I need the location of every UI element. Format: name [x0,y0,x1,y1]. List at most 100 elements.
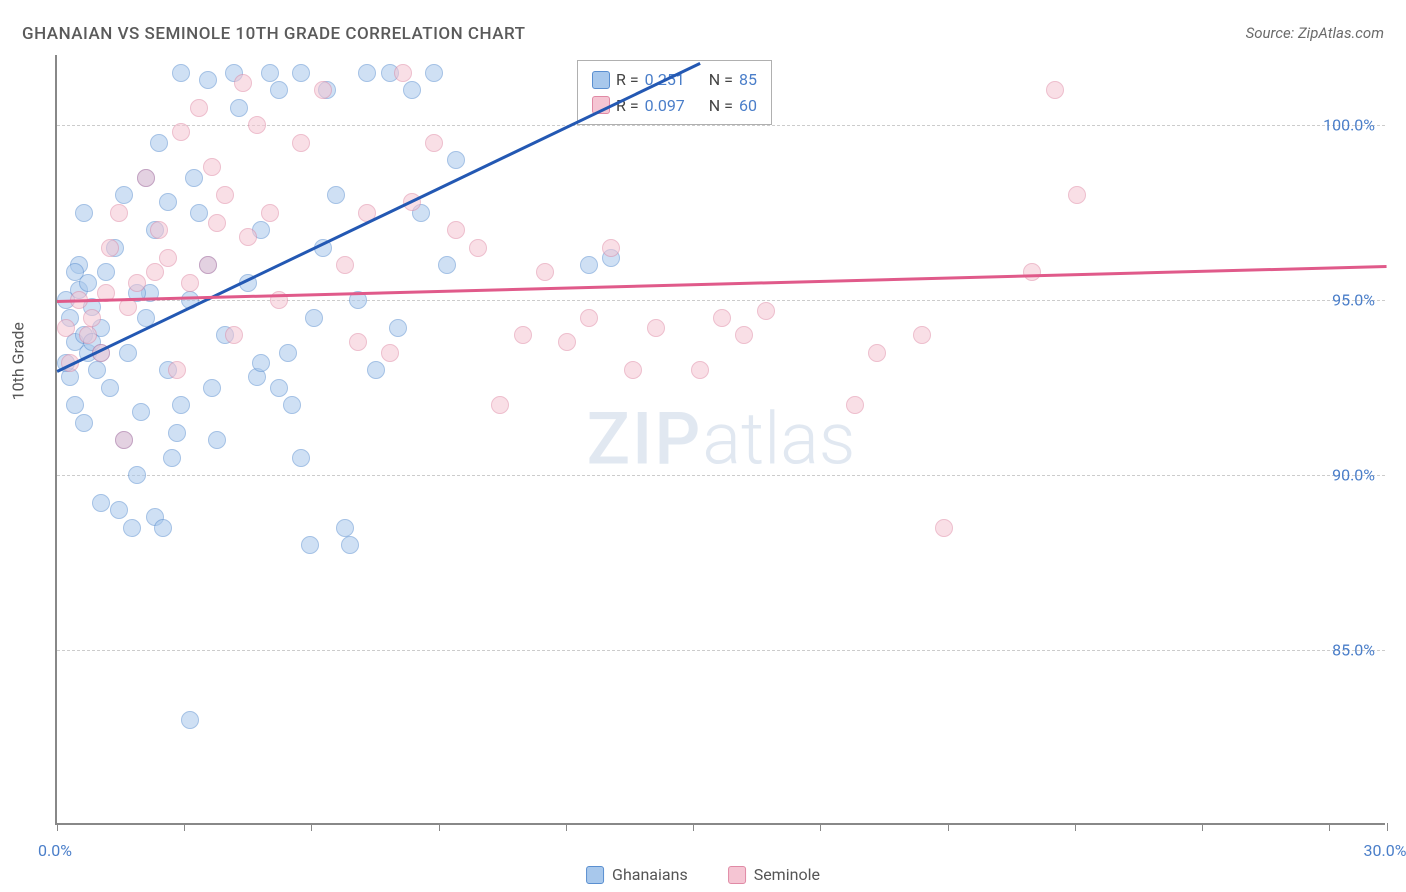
data-point [252,354,270,372]
data-point [292,134,310,152]
data-point [168,424,186,442]
data-point [239,228,257,246]
r-value-seminole: 0.097 [645,93,685,119]
data-point [110,204,128,222]
source-credit: Source: ZipAtlas.com [1246,24,1384,42]
trend-line [56,62,700,372]
data-point [438,256,456,274]
x-tick [311,823,312,831]
data-point [935,519,953,537]
data-point [154,519,172,537]
data-point [283,396,301,414]
data-point [66,396,84,414]
data-point [75,204,93,222]
data-point [208,431,226,449]
data-point [88,361,106,379]
data-point [301,536,319,554]
data-point [1068,186,1086,204]
data-point [199,71,217,89]
data-point [101,379,119,397]
data-point [115,431,133,449]
stats-row-seminole: R = 0.097 N = 60 [592,93,757,119]
data-point [491,396,509,414]
plot-area: ZIPatlas R = 0.251 N = 85 R = 0.097 N = … [55,55,1385,825]
data-point [389,319,407,337]
data-point [327,186,345,204]
x-tick [693,823,694,831]
data-point [536,263,554,281]
r-label: R = [616,67,639,93]
data-point [110,501,128,519]
data-point [292,64,310,82]
data-point [868,344,886,362]
data-point [514,326,532,344]
data-point [115,186,133,204]
data-point [292,449,310,467]
data-point [394,64,412,82]
n-value-seminole: 60 [739,93,757,119]
gridline-h [57,650,1385,651]
data-point [172,123,190,141]
data-point [336,256,354,274]
data-point [846,396,864,414]
data-point [75,414,93,432]
legend-item: Ghanaians [586,865,688,884]
data-point [270,379,288,397]
data-point [163,449,181,467]
data-point [261,64,279,82]
data-point [168,361,186,379]
data-point [349,333,367,351]
x-tick [439,823,440,831]
gridline-h [57,475,1385,476]
y-tick-label: 100.0% [1323,116,1375,135]
stats-row-ghanaians: R = 0.251 N = 85 [592,67,757,93]
data-point [181,711,199,729]
data-point [691,361,709,379]
watermark-atlas: atlas [702,397,855,482]
data-point [558,333,576,351]
data-point [83,309,101,327]
data-point [367,361,385,379]
data-point [913,326,931,344]
data-point [79,326,97,344]
data-point [713,309,731,327]
y-tick-label: 85.0% [1332,641,1375,660]
data-point [119,344,137,362]
legend-label: Ghanaians [612,865,688,884]
data-point [132,403,150,421]
x-tick [1387,823,1388,831]
swatch-blue [592,71,610,89]
data-point [341,536,359,554]
data-point [447,151,465,169]
x-tick [57,823,58,831]
data-point [425,134,443,152]
data-point [216,186,234,204]
data-point [248,116,266,134]
data-point [580,309,598,327]
data-point [735,326,753,344]
data-point [146,263,164,281]
data-point [159,249,177,267]
data-point [469,239,487,257]
data-point [305,309,323,327]
legend-item: Seminole [728,865,820,884]
bottom-legend: Ghanaians Seminole [586,865,820,884]
x-tick [948,823,949,831]
y-axis-label: 10th Grade [9,322,28,400]
data-point [757,302,775,320]
data-point [279,344,297,362]
data-point [261,204,279,222]
data-point [97,263,115,281]
data-point [425,64,443,82]
data-point [602,239,620,257]
y-tick-label: 95.0% [1332,291,1375,310]
n-label: N = [709,67,733,93]
data-point [57,319,75,337]
x-tick [184,823,185,831]
x-tick [566,823,567,831]
data-point [234,74,252,92]
legend-swatch [586,866,604,884]
x-tick [1202,823,1203,831]
data-point [150,134,168,152]
data-point [101,239,119,257]
